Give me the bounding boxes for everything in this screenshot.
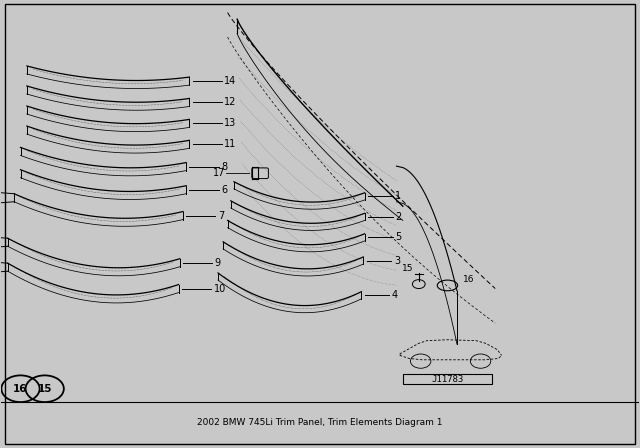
Text: 2002 BMW 745Li Trim Panel, Trim Elements Diagram 1: 2002 BMW 745Li Trim Panel, Trim Elements… bbox=[197, 418, 443, 426]
Text: 17: 17 bbox=[212, 168, 225, 178]
Text: 5: 5 bbox=[395, 233, 401, 242]
Text: 2: 2 bbox=[395, 212, 401, 222]
Text: 15: 15 bbox=[401, 264, 413, 273]
Text: 7: 7 bbox=[218, 211, 224, 220]
Text: 12: 12 bbox=[225, 98, 237, 108]
Text: 3: 3 bbox=[394, 255, 400, 266]
Text: 16: 16 bbox=[463, 275, 475, 284]
Text: J11783: J11783 bbox=[431, 375, 463, 384]
Text: 16: 16 bbox=[13, 384, 28, 394]
Text: 8: 8 bbox=[221, 162, 227, 172]
Text: 13: 13 bbox=[225, 118, 237, 129]
Text: 6: 6 bbox=[221, 185, 227, 195]
Text: 10: 10 bbox=[214, 284, 226, 293]
Text: 9: 9 bbox=[215, 258, 221, 268]
Text: 11: 11 bbox=[225, 139, 237, 149]
Bar bbox=[403, 375, 492, 384]
Text: 1: 1 bbox=[395, 191, 401, 202]
Text: 4: 4 bbox=[392, 290, 398, 300]
Text: 14: 14 bbox=[225, 76, 237, 86]
Text: 15: 15 bbox=[38, 384, 52, 394]
